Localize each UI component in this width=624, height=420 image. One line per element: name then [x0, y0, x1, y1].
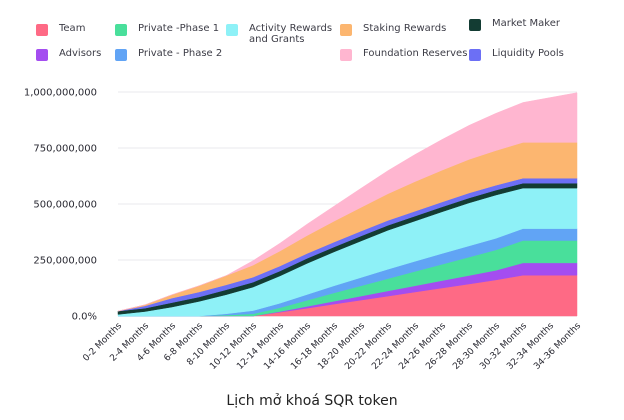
- legend-swatch: [115, 24, 127, 36]
- legend-swatch: [115, 49, 127, 61]
- chart-card: Team Private -Phase 1 Activity Rewards a…: [23, 18, 584, 372]
- legend-swatch: [469, 49, 481, 61]
- x-tick-label: 28-30 Months: [451, 321, 502, 372]
- legend-label: Liquidity Pools: [492, 48, 564, 59]
- legend-swatch: [36, 24, 48, 36]
- legend-label: Foundation Reserves: [363, 48, 468, 59]
- x-tick-label: 18-20 Months: [316, 321, 367, 372]
- legend-item-staking-rewards: Staking Rewards: [340, 23, 446, 36]
- legend-swatch: [340, 24, 352, 36]
- legend-item-activity-rewards: Activity Rewards and Grants: [226, 23, 332, 45]
- legend-label: Private -Phase 1: [138, 23, 220, 34]
- legend-swatch: [469, 19, 481, 31]
- x-tick-label: 22-24 Months: [370, 321, 421, 372]
- y-tick-label: 0.0%: [72, 312, 97, 323]
- x-tick-label: 16-18 Months: [289, 321, 340, 372]
- x-tick-label: 10-12 Months: [208, 321, 259, 372]
- x-tick-label: 24-26 Months: [397, 321, 448, 372]
- x-tick-label: 20-22 Months: [343, 321, 394, 372]
- legend-item-market-maker: Market Maker: [469, 18, 560, 31]
- legend-item-team: Team: [36, 23, 85, 36]
- legend-item-advisors: Advisors: [36, 48, 101, 61]
- legend-label: Team: [59, 23, 86, 34]
- legend-label: Staking Rewards: [363, 23, 447, 34]
- legend-swatch: [340, 49, 352, 61]
- y-tick-label: 1,000,000,000: [24, 88, 97, 99]
- x-tick-label: 34-36 Months: [532, 321, 583, 372]
- area-foundation-reserves: [117, 92, 578, 312]
- chart-caption: Lịch mở khoá SQR token: [226, 393, 398, 409]
- x-tick-label: 26-28 Months: [424, 321, 475, 372]
- x-tick-label: 32-34 Months: [505, 321, 556, 372]
- x-tick-label: 30-32 Months: [478, 321, 529, 372]
- x-tick-label: 12-14 Months: [235, 321, 286, 372]
- legend-swatch: [36, 49, 48, 61]
- legend-swatch: [226, 24, 238, 36]
- y-tick-label: 500,000,000: [33, 200, 97, 211]
- legend-item-liquidity-pools: Liquidity Pools: [469, 48, 564, 61]
- legend-label: Activity Rewards and Grants: [249, 23, 333, 45]
- legend-item-foundation-reserves: Foundation Reserves: [340, 48, 467, 61]
- y-tick-label: 750,000,000: [33, 144, 97, 155]
- legend-label: Private - Phase 2: [138, 48, 223, 59]
- legend-item-private-phase-1: Private -Phase 1: [115, 23, 219, 36]
- legend-item-private-phase-2: Private - Phase 2: [115, 48, 222, 61]
- legend-label: Market Maker: [492, 18, 561, 29]
- legend-label: Advisors: [59, 48, 102, 59]
- y-tick-label: 250,000,000: [33, 256, 97, 267]
- stacked-area-plot: 0.0% 250,000,000 500,000,000 750,000,000 1,0…: [24, 88, 584, 372]
- x-tick-label: 14-16 Months: [262, 321, 313, 372]
